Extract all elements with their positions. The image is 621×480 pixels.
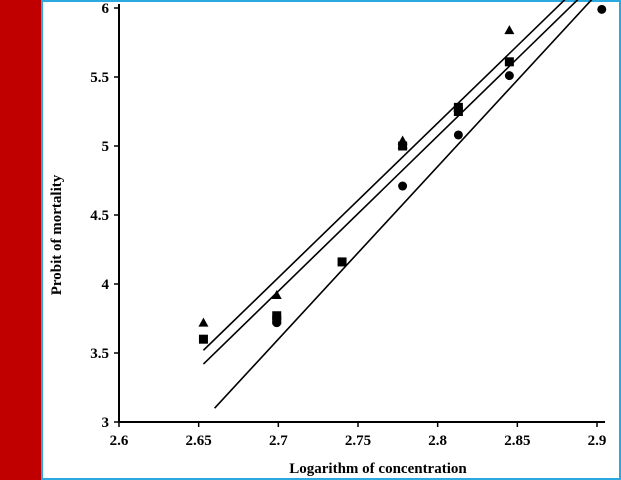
triangle-point bbox=[198, 317, 209, 327]
circle-trendline bbox=[214, 0, 593, 409]
y-tick-label: 4.5 bbox=[90, 208, 109, 224]
sidebar-red-strip bbox=[0, 0, 41, 480]
y-tick-label: 6 bbox=[102, 1, 110, 17]
x-tick-label: 2.6 bbox=[110, 433, 129, 449]
x-tick-label: 2.85 bbox=[504, 433, 530, 449]
square-point bbox=[504, 57, 514, 67]
square-point bbox=[198, 334, 208, 344]
y-tick-label: 5 bbox=[102, 139, 110, 155]
trendlines bbox=[202, 0, 593, 409]
frame-border-bottom bbox=[41, 478, 621, 480]
triangle-point bbox=[504, 25, 515, 35]
y-axis-title: Probit of mortality bbox=[49, 174, 65, 295]
circle-point bbox=[453, 130, 463, 140]
y-tick-label: 5.5 bbox=[90, 70, 109, 86]
x-tick-label: 2.9 bbox=[588, 433, 607, 449]
tick-labels: 2.6 2.65 2.7 2.75 2.8 2.85 2.9 3 3.5 4 4.5 5 5.5 6 bbox=[90, 1, 606, 449]
circle-point bbox=[597, 4, 607, 14]
y-tick-label: 4 bbox=[102, 277, 110, 293]
x-tick-label: 2.7 bbox=[269, 433, 288, 449]
x-axis-title: Logarithm of concentration bbox=[289, 461, 467, 477]
x-tick-label: 2.75 bbox=[345, 433, 371, 449]
chart-axes bbox=[114, 4, 605, 427]
y-tick-label: 3.5 bbox=[90, 346, 109, 362]
y-tick-label: 3 bbox=[102, 415, 110, 431]
x-tick-label: 2.8 bbox=[428, 433, 447, 449]
frame-border-right bbox=[619, 0, 621, 480]
square-trendline bbox=[202, 0, 579, 365]
circle-point bbox=[398, 181, 408, 191]
triangle-trendline bbox=[202, 0, 566, 351]
square-point bbox=[398, 141, 408, 151]
x-tick-label: 2.65 bbox=[186, 433, 212, 449]
triangle-point bbox=[271, 290, 282, 300]
frame-border-top bbox=[41, 0, 621, 2]
data-points bbox=[198, 4, 607, 344]
frame-border-left bbox=[41, 0, 43, 480]
square-point bbox=[337, 257, 347, 267]
square-point bbox=[453, 107, 463, 116]
circle-point bbox=[504, 71, 514, 81]
circle-point bbox=[272, 318, 282, 328]
